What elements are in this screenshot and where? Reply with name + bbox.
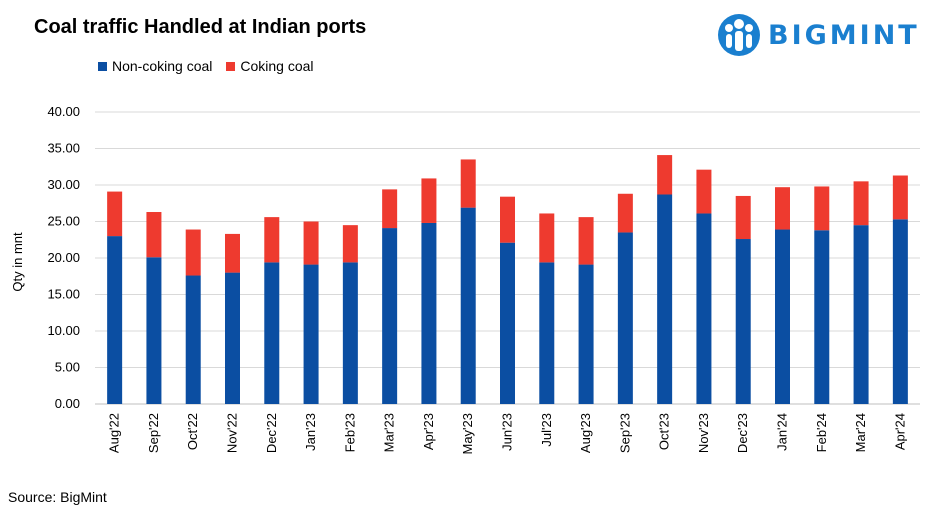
x-tick-label: Nov'22 (225, 413, 240, 453)
bar-non-coking (500, 242, 515, 404)
legend-item-coking: Coking coal (226, 58, 314, 74)
bar-coking (460, 159, 476, 208)
legend: Non-coking coal Coking coal (98, 58, 328, 74)
bigmint-logo-icon (718, 14, 760, 56)
y-tick-label: 20.00 (47, 250, 80, 265)
bar-non-coking (696, 213, 712, 404)
bar-coking (696, 169, 712, 214)
bar-coking (892, 175, 908, 220)
bigmint-logo: BIGMINT (716, 12, 921, 60)
y-tick-label: 5.00 (55, 360, 80, 375)
bar-coking (107, 191, 123, 237)
bar-coking (264, 217, 280, 263)
x-tick-label: Aug'22 (107, 413, 122, 453)
bar-non-coking (775, 229, 790, 404)
x-axis-ticks: Aug'22 Sep'22 Oct'22 Nov'22 Dec'22 Jan'23 Feb'… (107, 413, 908, 455)
bar-coking (617, 193, 633, 233)
bar-non-coking (225, 272, 240, 404)
bar-coking (342, 225, 358, 263)
bars (107, 155, 908, 404)
bar-non-coking (892, 219, 908, 404)
bar-coking (578, 217, 594, 265)
bar-non-coking (617, 232, 633, 404)
bar-non-coking (421, 222, 437, 404)
x-tick-label: Feb'23 (342, 413, 357, 452)
x-tick-label: Dec'22 (264, 413, 279, 453)
y-tick-label: 10.00 (47, 323, 80, 338)
legend-swatch-non-coking (98, 61, 107, 71)
bar-non-coking (146, 257, 162, 404)
y-tick-label: 0.00 (55, 396, 80, 411)
x-tick-label: Oct'22 (185, 413, 200, 450)
legend-swatch-coking (226, 61, 236, 71)
bar-non-coking (853, 225, 869, 404)
bar-coking (657, 155, 673, 195)
y-tick-label: 40.00 (47, 104, 80, 119)
bar-non-coking (264, 262, 280, 404)
y-tick-label: 15.00 (47, 287, 80, 302)
bar-non-coking (342, 262, 358, 404)
x-tick-label: Jan'23 (303, 413, 318, 451)
y-tick-label: 30.00 (47, 177, 80, 192)
bar-coking (500, 196, 515, 243)
x-tick-label: Nov'23 (696, 413, 711, 453)
x-tick-label: Apr'23 (421, 413, 436, 450)
chart-title: Coal traffic Handled at Indian ports (34, 16, 367, 38)
legend-item-non-coking: Non-coking coal (98, 58, 212, 74)
x-tick-label: Feb'24 (814, 413, 829, 452)
bar-coking (146, 212, 162, 258)
x-tick-label: Apr'24 (892, 413, 907, 450)
bar-non-coking (460, 207, 476, 404)
x-tick-label: Mar'23 (382, 413, 397, 452)
bar-coking (382, 189, 398, 229)
x-tick-label: Oct'23 (657, 413, 672, 450)
bar-coking (539, 213, 555, 263)
bigmint-logo-text: BIGMINT (768, 20, 920, 51)
bar-coking (814, 186, 830, 231)
x-tick-label: Sep'23 (617, 413, 632, 453)
x-tick-label: Jun'23 (500, 413, 515, 451)
bar-non-coking (735, 239, 751, 404)
bar-non-coking (657, 194, 673, 404)
x-tick-label: Jan'24 (775, 413, 790, 451)
x-tick-label: May'23 (460, 413, 475, 455)
bar-coking (185, 229, 201, 276)
bar-non-coking (539, 262, 555, 404)
y-tick-label: 25.00 (47, 214, 80, 229)
bar-non-coking (814, 230, 830, 404)
bar-non-coking (382, 228, 398, 404)
bar-non-coking (185, 275, 201, 404)
bar-non-coking (578, 264, 594, 404)
bar-coking (853, 181, 869, 226)
legend-label-coking: Coking coal (240, 58, 314, 74)
source-note: Source: BigMint (8, 489, 107, 505)
bar-coking (303, 221, 319, 265)
y-tick-label: 35.00 (47, 141, 80, 156)
x-tick-label: Aug'23 (578, 413, 593, 453)
bar-coking (225, 233, 240, 273)
bar-non-coking (107, 236, 123, 404)
x-tick-label: Mar'24 (853, 413, 868, 452)
bar-non-coking (303, 264, 319, 404)
bar-coking (735, 195, 751, 240)
bar-coking (421, 178, 437, 223)
y-axis-ticks: 0.00 5.00 10.00 15.00 20.00 25.00 30.00 35.00 40… (47, 104, 80, 411)
x-tick-label: Sep'22 (146, 413, 161, 453)
x-tick-label: Jul'23 (539, 413, 554, 447)
bar-coking (775, 187, 790, 230)
x-tick-label: Dec'23 (735, 413, 750, 453)
legend-label-non-coking: Non-coking coal (112, 58, 213, 74)
y-axis-title: Qty in mnt (10, 232, 25, 292)
